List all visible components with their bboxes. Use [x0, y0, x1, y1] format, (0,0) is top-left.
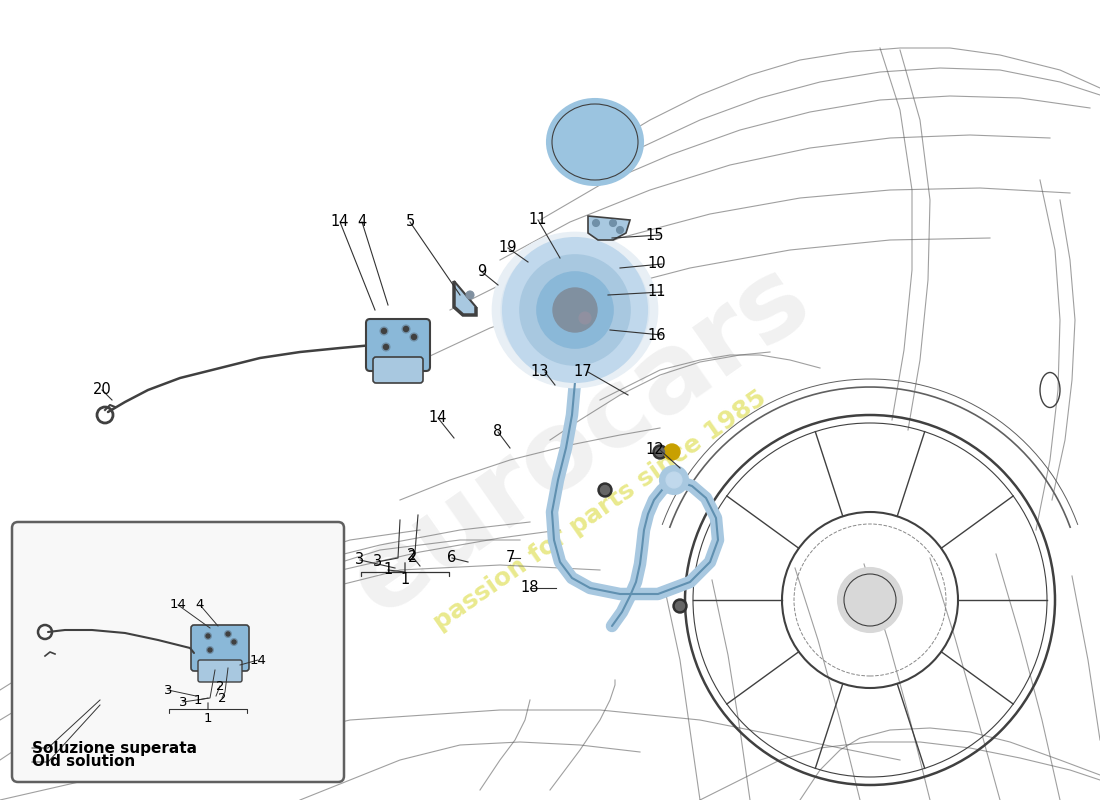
- Text: 1: 1: [400, 573, 409, 587]
- Text: eurocars: eurocars: [331, 243, 829, 637]
- Text: 13: 13: [531, 365, 549, 379]
- FancyBboxPatch shape: [12, 522, 344, 782]
- Text: 16: 16: [648, 327, 667, 342]
- Text: 11: 11: [529, 213, 548, 227]
- Circle shape: [537, 272, 613, 348]
- Text: 19: 19: [498, 241, 517, 255]
- Text: 8: 8: [494, 425, 503, 439]
- Circle shape: [206, 634, 210, 638]
- Circle shape: [232, 640, 236, 644]
- Circle shape: [593, 219, 600, 226]
- Ellipse shape: [493, 233, 658, 387]
- Circle shape: [520, 255, 630, 365]
- Text: 7: 7: [505, 550, 515, 566]
- Text: 2: 2: [408, 550, 418, 566]
- Text: passion for parts since 1985: passion for parts since 1985: [429, 386, 771, 634]
- Text: 3: 3: [164, 683, 173, 697]
- Text: 1: 1: [204, 711, 212, 725]
- Ellipse shape: [547, 99, 644, 185]
- Text: 6: 6: [448, 550, 456, 566]
- Text: 20: 20: [92, 382, 111, 398]
- FancyBboxPatch shape: [198, 660, 242, 682]
- Text: 3: 3: [373, 554, 382, 570]
- Text: 14: 14: [250, 654, 266, 666]
- Circle shape: [208, 648, 212, 652]
- Text: 17: 17: [574, 365, 592, 379]
- Text: 3: 3: [178, 695, 187, 709]
- Text: 14: 14: [331, 214, 350, 230]
- Circle shape: [838, 568, 902, 632]
- Text: 4: 4: [358, 214, 366, 230]
- Circle shape: [231, 638, 238, 646]
- Text: 10: 10: [648, 257, 667, 271]
- Circle shape: [205, 633, 211, 639]
- Circle shape: [616, 226, 624, 234]
- Text: 4: 4: [196, 598, 205, 611]
- Circle shape: [402, 325, 410, 333]
- Circle shape: [666, 472, 682, 488]
- Ellipse shape: [500, 240, 649, 380]
- Text: 18: 18: [520, 581, 539, 595]
- Text: 5: 5: [406, 214, 415, 230]
- Circle shape: [660, 466, 688, 494]
- Circle shape: [664, 444, 680, 460]
- Text: 3: 3: [355, 553, 364, 567]
- Text: 2: 2: [216, 679, 224, 693]
- Circle shape: [673, 599, 688, 613]
- Circle shape: [553, 288, 597, 332]
- Circle shape: [382, 343, 390, 351]
- Circle shape: [384, 345, 388, 350]
- Circle shape: [411, 334, 417, 339]
- Polygon shape: [588, 216, 630, 240]
- Text: 14: 14: [169, 598, 186, 611]
- Circle shape: [404, 326, 408, 331]
- Circle shape: [503, 238, 647, 382]
- Circle shape: [379, 327, 388, 335]
- Circle shape: [656, 447, 664, 457]
- Polygon shape: [454, 281, 476, 315]
- Circle shape: [579, 312, 591, 324]
- Text: 12: 12: [646, 442, 664, 458]
- Circle shape: [598, 483, 612, 497]
- Text: 15: 15: [646, 227, 664, 242]
- Text: 1: 1: [384, 562, 393, 578]
- Circle shape: [653, 445, 667, 459]
- Circle shape: [224, 630, 231, 638]
- Circle shape: [675, 602, 684, 610]
- Text: 2: 2: [218, 691, 227, 705]
- FancyBboxPatch shape: [191, 625, 249, 671]
- Circle shape: [382, 329, 386, 334]
- Circle shape: [410, 333, 418, 341]
- Circle shape: [207, 646, 213, 654]
- Text: 11: 11: [648, 285, 667, 299]
- FancyBboxPatch shape: [366, 319, 430, 371]
- Text: 1: 1: [194, 694, 202, 706]
- Circle shape: [226, 632, 230, 636]
- FancyBboxPatch shape: [373, 357, 424, 383]
- Text: Soluzione superata: Soluzione superata: [32, 741, 197, 755]
- Circle shape: [609, 219, 616, 226]
- Text: 9: 9: [477, 265, 486, 279]
- Circle shape: [601, 486, 609, 494]
- Text: 2: 2: [407, 549, 417, 563]
- Text: Old solution: Old solution: [32, 754, 135, 770]
- Text: 14: 14: [429, 410, 448, 426]
- Circle shape: [466, 291, 474, 299]
